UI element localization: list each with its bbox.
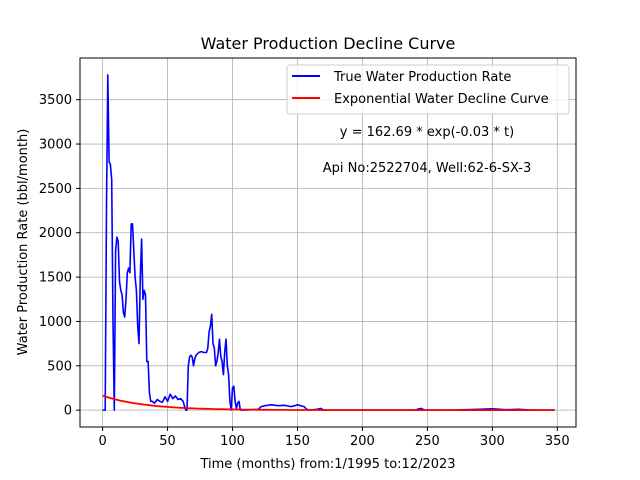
chart-title: Water Production Decline Curve [201, 34, 456, 53]
x-tick-label: 250 [415, 434, 440, 449]
axes-frame [79, 57, 577, 428]
x-tick-label: 0 [98, 434, 106, 449]
x-tick-label: 300 [480, 434, 505, 449]
legend: True Water Production Rate Exponential W… [286, 64, 570, 115]
y-tick-label: 1000 [39, 315, 72, 330]
x-tick-label: 350 [545, 434, 570, 449]
true-water-rate-line [102, 74, 555, 411]
x-tick-label: 200 [350, 434, 375, 449]
y-axis-label: Water Production Rate (bbl/month) [16, 129, 31, 356]
plot-area [102, 74, 555, 412]
equation-annotation: y = 162.69 * exp(-0.03 * t) [340, 125, 514, 140]
x-tick-label: 100 [220, 434, 245, 449]
y-tick-label: 3500 [39, 93, 72, 108]
y-tick-label: 500 [47, 359, 72, 374]
y-tick-label: 2500 [39, 182, 72, 197]
y-tick-label: 0 [64, 404, 72, 419]
y-tick-label: 1500 [39, 271, 72, 286]
y-axis-ticks: 0 500 1000 1500 2000 2500 3000 3500 [39, 93, 80, 419]
x-axis-ticks: 0 50 100 150 200 250 300 350 [98, 427, 570, 449]
exponential-decline-line [102, 394, 555, 412]
legend-box [286, 64, 570, 115]
legend-label-decline-curve: Exponential Water Decline Curve [334, 92, 549, 107]
y-tick-label: 3000 [39, 138, 72, 153]
grid-lines [80, 58, 576, 427]
legend-label-true-rate: True Water Production Rate [333, 70, 511, 85]
well-annotation: Api No:2522704, Well:62-6-SX-3 [323, 161, 531, 176]
x-tick-label: 150 [285, 434, 310, 449]
y-tick-label: 2000 [39, 226, 72, 241]
x-tick-label: 50 [159, 434, 176, 449]
x-axis-label: Time (months) from:1/1995 to:12/2023 [199, 457, 455, 472]
